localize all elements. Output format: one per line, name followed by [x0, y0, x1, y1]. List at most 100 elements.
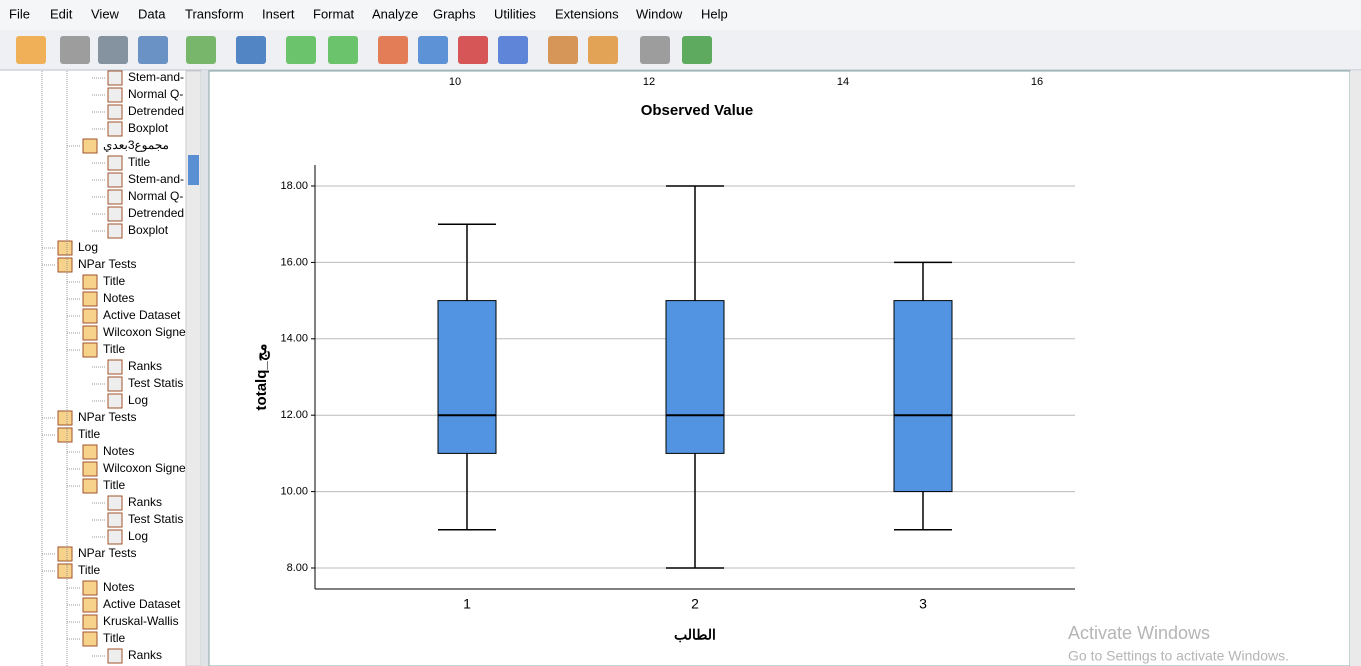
- toolbar-button[interactable]: [328, 36, 358, 64]
- tree-item[interactable]: Title: [78, 427, 101, 441]
- toolbar-button[interactable]: [186, 36, 216, 64]
- tree-icon: [82, 308, 98, 324]
- outline-pane: [0, 71, 186, 666]
- tree-item[interactable]: Detrended: [128, 104, 184, 118]
- menu-item[interactable]: Graphs: [433, 6, 476, 21]
- menu-item[interactable]: Utilities: [494, 6, 536, 21]
- tree-item[interactable]: Active Dataset: [103, 597, 181, 611]
- tree-item[interactable]: Test Statis: [128, 376, 183, 390]
- tree-item[interactable]: Title: [103, 631, 126, 645]
- menu-bar: [0, 0, 1361, 30]
- y-tick-label: 18.00: [280, 180, 308, 192]
- tree-item[interactable]: Active Dataset: [103, 308, 181, 322]
- toolbar-button[interactable]: [640, 36, 670, 64]
- toolbar-button[interactable]: [138, 36, 168, 64]
- menu-item[interactable]: Data: [138, 6, 166, 21]
- tree-item[interactable]: Title: [103, 274, 126, 288]
- menu-item[interactable]: Analyze: [372, 6, 418, 21]
- menu-item[interactable]: File: [9, 6, 30, 21]
- menu-item[interactable]: Transform: [185, 6, 244, 21]
- toolbar-button[interactable]: [378, 36, 408, 64]
- tree-icon: [57, 410, 73, 426]
- menu-item[interactable]: Extensions: [555, 6, 619, 21]
- menu-item[interactable]: Help: [701, 6, 728, 21]
- x-tick-label: 2: [691, 596, 699, 612]
- toolbar-button[interactable]: [548, 36, 578, 64]
- tree-icon: [107, 393, 123, 409]
- tree-icon: [107, 376, 123, 392]
- toolbar-button[interactable]: [418, 36, 448, 64]
- tree-icon: [82, 614, 98, 630]
- tree-item[interactable]: Boxplot: [128, 223, 169, 237]
- toolbar-button[interactable]: [682, 36, 712, 64]
- tree-item[interactable]: Notes: [103, 580, 134, 594]
- menu-item[interactable]: Window: [636, 6, 683, 21]
- tree-icon: [82, 342, 98, 358]
- tree-icon: [82, 478, 98, 494]
- y-axis-label: totalq_مج: [253, 344, 270, 411]
- toolbar-button[interactable]: [236, 36, 266, 64]
- tree-item[interactable]: Stem-and-: [128, 172, 184, 186]
- tree-item[interactable]: Normal Q-: [128, 189, 183, 203]
- tree-item[interactable]: Notes: [103, 291, 134, 305]
- x-axis-label: الطالب: [674, 627, 716, 643]
- tree-item[interactable]: Normal Q-: [128, 87, 183, 101]
- tree-item[interactable]: Wilcoxon Signe: [103, 461, 186, 475]
- x-tick-label: 1: [463, 596, 471, 612]
- tree-item[interactable]: Kruskal-Wallis: [103, 614, 179, 628]
- tree-item[interactable]: Log: [128, 393, 148, 407]
- tree-item[interactable]: Ranks: [128, 359, 162, 373]
- tree-item[interactable]: Ranks: [128, 495, 162, 509]
- watermark-title: Activate Windows: [1068, 623, 1210, 643]
- menu-item[interactable]: Format: [313, 6, 355, 21]
- previous-tick-label: 16: [1031, 76, 1043, 88]
- tree-item[interactable]: Stem-and-: [128, 70, 184, 84]
- tree-item[interactable]: Ranks: [128, 648, 162, 662]
- tree-icon: [82, 444, 98, 460]
- tree-icon: [107, 648, 123, 664]
- watermark-subtitle: Go to Settings to activate Windows.: [1068, 648, 1289, 664]
- tree-item[interactable]: Boxplot: [128, 121, 169, 135]
- tree-icon: [82, 631, 98, 647]
- tree-item[interactable]: NPar Tests: [78, 257, 136, 271]
- tree-icon: [57, 563, 73, 579]
- menu-item[interactable]: View: [91, 6, 120, 21]
- tree-icon: [107, 87, 123, 103]
- tree-item[interactable]: Title: [103, 478, 126, 492]
- tree-item[interactable]: Notes: [103, 444, 134, 458]
- previous-axis-label: Observed Value: [641, 102, 754, 119]
- previous-tick-label: 10: [449, 76, 461, 88]
- menu-item[interactable]: Edit: [50, 6, 73, 21]
- box: [893, 300, 953, 493]
- tree-icon: [107, 104, 123, 120]
- tree-icon: [82, 597, 98, 613]
- tree-icon: [82, 291, 98, 307]
- content-scrollbar[interactable]: [1350, 71, 1361, 666]
- scroll-thumb[interactable]: [188, 155, 199, 185]
- tree-icon: [107, 121, 123, 137]
- tree-item[interactable]: NPar Tests: [78, 546, 136, 560]
- tree-icon: [82, 461, 98, 477]
- tree-item[interactable]: مجموع3بعدي: [103, 138, 169, 152]
- toolbar-button[interactable]: [498, 36, 528, 64]
- tree-item[interactable]: NPar Tests: [78, 410, 136, 424]
- tree-icon: [107, 359, 123, 375]
- tree-item[interactable]: Log: [78, 240, 98, 254]
- tree-item[interactable]: Title: [103, 342, 126, 356]
- toolbar-button[interactable]: [16, 36, 46, 64]
- toolbar-button[interactable]: [286, 36, 316, 64]
- tree-item[interactable]: Detrended: [128, 206, 184, 220]
- toolbar-button[interactable]: [98, 36, 128, 64]
- toolbar-button[interactable]: [588, 36, 618, 64]
- tree-item[interactable]: Wilcoxon Signe: [103, 325, 186, 339]
- toolbar-button[interactable]: [458, 36, 488, 64]
- tree-item[interactable]: Title: [128, 155, 151, 169]
- tree-item[interactable]: Title: [78, 563, 101, 577]
- splitter[interactable]: [201, 71, 209, 666]
- tree-item[interactable]: Test Statis: [128, 512, 183, 526]
- menu-item[interactable]: Insert: [262, 6, 295, 21]
- toolbar-button[interactable]: [60, 36, 90, 64]
- tree-icon: [82, 138, 98, 154]
- tree-item[interactable]: Log: [128, 529, 148, 543]
